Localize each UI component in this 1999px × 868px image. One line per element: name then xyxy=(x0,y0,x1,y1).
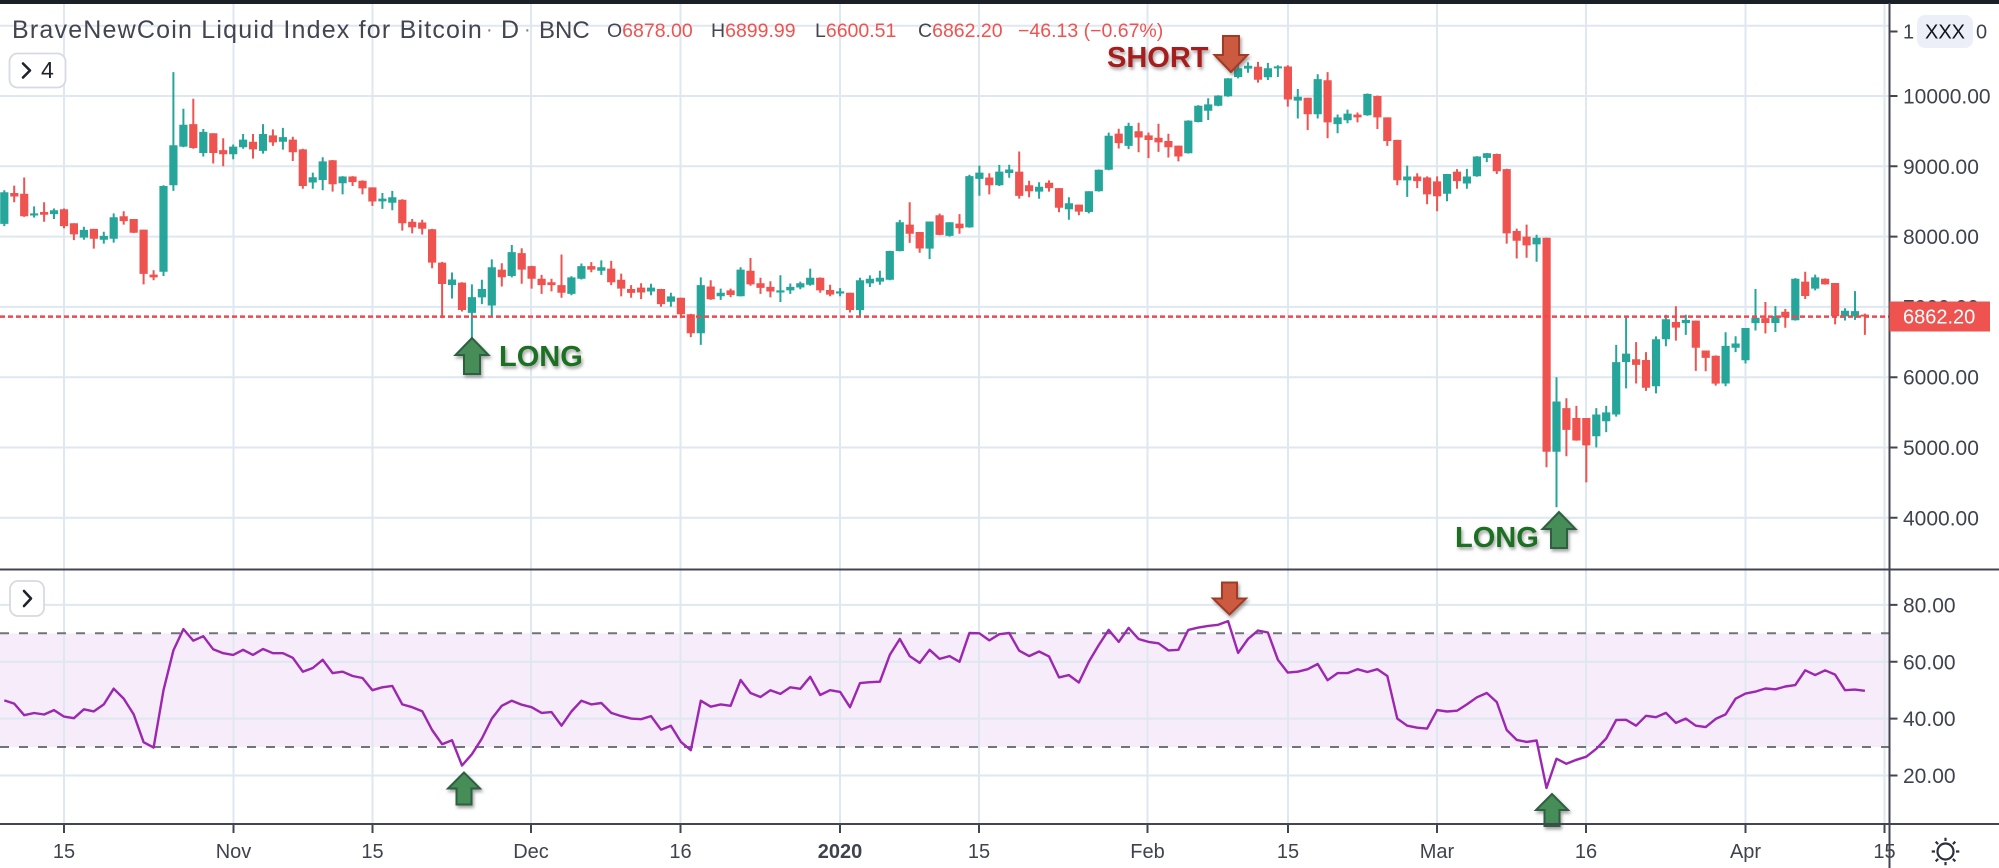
svg-text:4000.00: 4000.00 xyxy=(1903,507,1979,530)
svg-text:10000.00: 10000.00 xyxy=(1903,86,1991,109)
svg-text:LONG: LONG xyxy=(499,341,583,373)
svg-text:−46.13 (−0.67%): −46.13 (−0.67%) xyxy=(1018,20,1163,42)
svg-text:XXX: XXX xyxy=(1925,22,1965,44)
svg-text:2020: 2020 xyxy=(818,841,863,863)
svg-text:Apr: Apr xyxy=(1730,841,1761,863)
svg-text:SHORT: SHORT xyxy=(1107,42,1209,74)
svg-text:16: 16 xyxy=(669,841,691,863)
svg-text:15: 15 xyxy=(968,841,990,863)
svg-text:15: 15 xyxy=(53,841,75,863)
svg-text:BNC: BNC xyxy=(539,17,590,44)
svg-text:15: 15 xyxy=(1873,841,1895,863)
svg-text:Nov: Nov xyxy=(216,841,252,863)
svg-text:1: 1 xyxy=(1903,22,1914,44)
svg-text:15: 15 xyxy=(1277,841,1299,863)
svg-text:20.00: 20.00 xyxy=(1903,765,1956,788)
svg-text:LONG: LONG xyxy=(1455,522,1539,554)
svg-text:60.00: 60.00 xyxy=(1903,651,1956,674)
svg-text:4: 4 xyxy=(41,57,54,83)
svg-text:D: D xyxy=(501,16,519,44)
svg-text:C6862.20: C6862.20 xyxy=(918,20,1003,42)
svg-text:0: 0 xyxy=(1976,22,1987,44)
svg-text:8000.00: 8000.00 xyxy=(1903,226,1979,249)
svg-text:Feb: Feb xyxy=(1130,841,1164,863)
svg-text:40.00: 40.00 xyxy=(1903,708,1956,731)
svg-text:6000.00: 6000.00 xyxy=(1903,367,1979,390)
svg-text:6862.20: 6862.20 xyxy=(1903,307,1975,329)
svg-text:15: 15 xyxy=(361,841,383,863)
svg-text:BraveNewCoin Liquid Index for: BraveNewCoin Liquid Index for Bitcoin xyxy=(12,16,483,44)
svg-text:9000.00: 9000.00 xyxy=(1903,156,1979,179)
svg-text:5000.00: 5000.00 xyxy=(1903,437,1979,460)
svg-text:80.00: 80.00 xyxy=(1903,594,1956,617)
svg-text:·: · xyxy=(524,19,531,41)
svg-text:·: · xyxy=(486,19,493,41)
svg-text:Mar: Mar xyxy=(1420,841,1455,863)
svg-text:H6899.99: H6899.99 xyxy=(711,20,796,42)
svg-text:L6600.51: L6600.51 xyxy=(815,20,896,42)
svg-text:O6878.00: O6878.00 xyxy=(607,20,693,42)
svg-text:Dec: Dec xyxy=(513,841,549,863)
svg-text:16: 16 xyxy=(1575,841,1597,863)
